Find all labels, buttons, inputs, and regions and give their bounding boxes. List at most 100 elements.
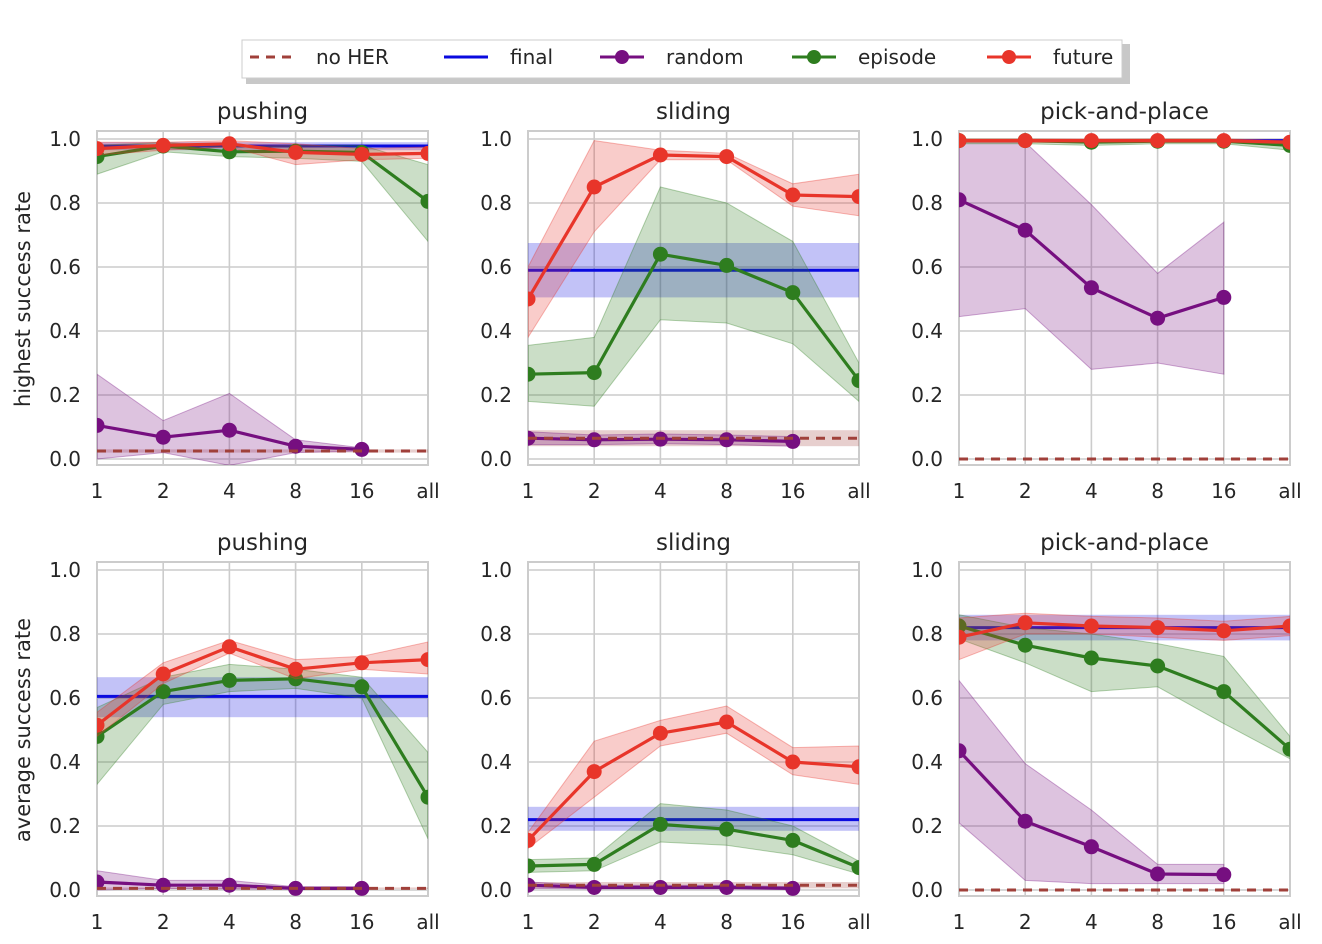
x-tick-label: 4 <box>1085 479 1098 503</box>
future-point <box>221 136 237 152</box>
episode-point <box>420 789 428 805</box>
random-point <box>155 877 171 893</box>
subplot-pick-and-place-r1: 0.0 0.2 0.4 0.6 0.8 1.0 1 2 4 8 16 all pick-and-plac… <box>911 530 1302 934</box>
random-point <box>1150 866 1166 882</box>
x-tick-label: 8 <box>289 910 302 934</box>
x-tick-label: 16 <box>1211 910 1236 934</box>
future-band <box>528 705 859 850</box>
episode-point <box>652 246 668 262</box>
y-tick-label: 0.6 <box>911 255 943 279</box>
x-tick-label: 4 <box>654 479 667 503</box>
future-point <box>1282 618 1290 634</box>
future-line <box>959 621 1290 639</box>
y-tick-label: 1.0 <box>480 558 512 582</box>
legend-marker <box>807 50 821 64</box>
episode-point <box>586 365 602 381</box>
x-tick-label: 1 <box>91 479 104 503</box>
y-tick-label: 0.6 <box>49 255 81 279</box>
y-tick-label: 0.0 <box>480 878 512 902</box>
future-point <box>586 179 602 195</box>
random-point <box>1216 867 1232 883</box>
legend-entry-no-her: no HER <box>250 45 389 69</box>
legend-label: episode <box>858 45 936 69</box>
x-tick-label: all <box>1278 479 1301 503</box>
future-point <box>354 146 370 162</box>
random-point <box>1017 813 1033 829</box>
future-point <box>959 629 967 645</box>
random-point <box>959 192 967 208</box>
legend-label: final <box>510 45 553 69</box>
legend-entry-future: future <box>987 45 1113 69</box>
future-point <box>719 149 735 165</box>
x-tick-label: 8 <box>1151 910 1164 934</box>
episode-point <box>719 821 735 837</box>
subplots: 0.0 0.2 0.4 0.6 0.8 1.0 1 2 4 8 16 all pushing 0.0 0.2… <box>49 99 1302 934</box>
y-tick-label: 1.0 <box>911 127 943 151</box>
episode-point <box>851 373 859 389</box>
random-point <box>785 433 801 449</box>
future-point <box>420 652 428 668</box>
y-tick-label: 0.6 <box>480 255 512 279</box>
random-point <box>354 441 370 457</box>
future-point <box>586 764 602 780</box>
y-tick-label: 0.2 <box>49 383 81 407</box>
episode-point <box>97 728 105 744</box>
x-tick-label: 8 <box>720 910 733 934</box>
episode-point <box>652 816 668 832</box>
legend-marker <box>1002 50 1016 64</box>
x-tick-label: 4 <box>223 910 236 934</box>
future-point <box>652 725 668 741</box>
future-point <box>155 137 171 153</box>
episode-line <box>528 822 859 870</box>
episode-point <box>1282 741 1290 757</box>
random-point <box>586 879 602 895</box>
future-line <box>528 153 859 300</box>
future-point <box>354 655 370 671</box>
x-tick-label: 16 <box>349 479 374 503</box>
x-tick-label: all <box>416 910 439 934</box>
future-point <box>959 133 967 149</box>
subplot-title: pick-and-place <box>1040 99 1209 125</box>
future-point <box>785 187 801 203</box>
y-tick-label: 0.8 <box>49 622 81 646</box>
future-point <box>288 661 304 677</box>
row-ylabel: average success rate <box>11 618 35 842</box>
y-tick-label: 0.4 <box>911 319 943 343</box>
y-tick-label: 0.0 <box>911 447 943 471</box>
x-tick-label: 1 <box>522 910 535 934</box>
plot-area <box>97 136 428 465</box>
future-point <box>288 144 304 160</box>
random-point <box>97 417 105 433</box>
x-tick-label: all <box>1278 910 1301 934</box>
episode-point <box>785 832 801 848</box>
subplot-sliding-r0: 0.0 0.2 0.4 0.6 0.8 1.0 1 2 4 8 16 all sliding <box>480 99 871 503</box>
random-point <box>1083 839 1099 855</box>
random-point <box>1150 310 1166 326</box>
episode-line <box>97 677 428 799</box>
subplot-title: sliding <box>656 530 731 556</box>
y-axis-labels: highest success rate average success rate <box>11 191 35 842</box>
plot-area <box>959 612 1290 892</box>
episode-point <box>1083 650 1099 666</box>
future-point <box>528 291 536 307</box>
legend-box <box>241 39 1123 79</box>
y-tick-label: 0.8 <box>911 622 943 646</box>
plot-frame <box>958 561 1291 897</box>
subplot-pick-and-place-r0: 0.0 0.2 0.4 0.6 0.8 1.0 1 2 4 8 16 all pick-and-plac… <box>911 99 1302 503</box>
x-tick-label: 16 <box>780 479 805 503</box>
episode-point <box>959 618 967 634</box>
x-tick-label: 4 <box>654 910 667 934</box>
episode-point <box>155 684 171 700</box>
episode-point <box>851 860 859 876</box>
episode-point <box>1150 658 1166 674</box>
y-tick-label: 0.2 <box>480 814 512 838</box>
episode-point <box>785 285 801 301</box>
future-point <box>97 717 105 733</box>
y-tick-label: 0.4 <box>49 750 81 774</box>
future-point <box>1083 133 1099 149</box>
future-line <box>97 142 428 156</box>
future-point <box>785 754 801 770</box>
future-point <box>1216 133 1232 149</box>
x-tick-label: 1 <box>522 479 535 503</box>
y-tick-label: 0.2 <box>911 814 943 838</box>
